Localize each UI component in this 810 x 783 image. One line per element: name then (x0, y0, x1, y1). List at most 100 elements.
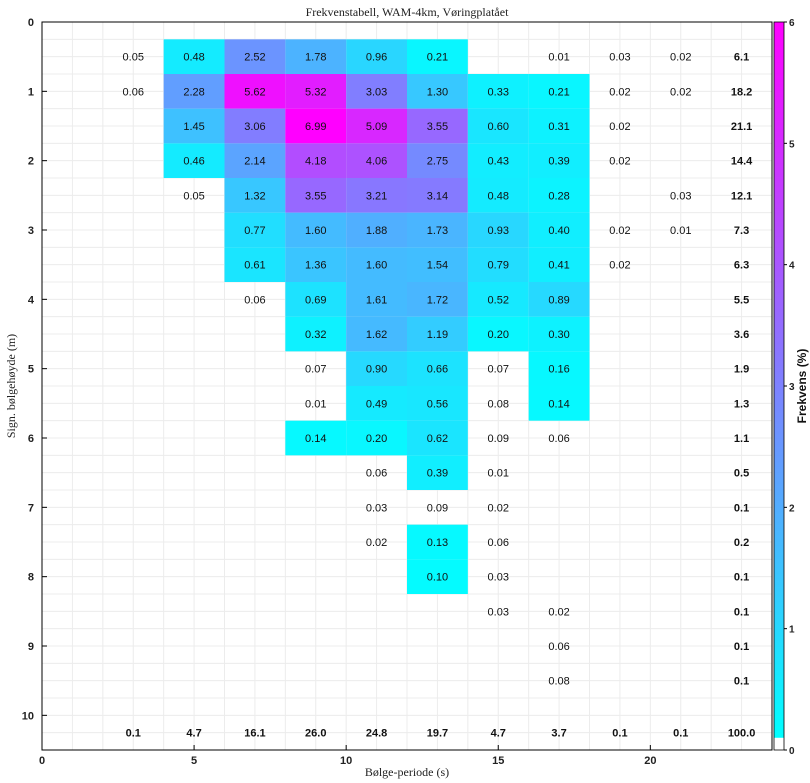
cell-value-label: 0.69 (305, 294, 326, 306)
cell-value-label: 3.21 (366, 190, 387, 202)
colorbar-tick-label: 5 (789, 139, 795, 150)
cell-value-label: 0.16 (548, 364, 569, 376)
heatmap-cell (528, 212, 590, 248)
cell-value-label: 0.02 (609, 225, 630, 237)
heatmap-cell (467, 108, 529, 144)
heatmap-cell (346, 212, 407, 248)
x-tick-label: 15 (492, 755, 504, 767)
grand-total-label: 100.0 (728, 728, 756, 740)
cell-value-label: 0.02 (670, 86, 691, 98)
y-tick-label: 1 (28, 86, 34, 98)
row-total-label: 18.2 (731, 86, 752, 98)
row-total-label: 0.5 (734, 468, 749, 480)
heatmap-cell (224, 247, 286, 282)
column-total-label: 16.1 (244, 728, 265, 740)
cell-value-label: 1.30 (427, 86, 448, 98)
cell-value-label: 2.52 (244, 52, 265, 64)
cell-value-label: 1.61 (366, 294, 387, 306)
cell-value-label: 0.03 (670, 190, 691, 202)
heatmap-cell (224, 108, 286, 144)
heatmap-cell (346, 178, 407, 213)
cell-value-label: 0.48 (183, 52, 204, 64)
cell-value-label: 0.02 (548, 606, 569, 618)
heatmap-cell (528, 74, 590, 109)
column-total-label: 26.0 (305, 728, 326, 740)
cell-value-label: 1.72 (427, 294, 448, 306)
heatmap-cell (163, 108, 225, 144)
cell-value-label: 0.05 (123, 52, 144, 64)
heatmap-cell (285, 108, 347, 144)
row-total-label: 6.1 (734, 52, 749, 64)
heatmap-cell (163, 39, 225, 74)
y-tick-label: 9 (28, 641, 34, 653)
row-total-label: 0.1 (734, 676, 749, 688)
column-total-label: 0.1 (673, 728, 688, 740)
totals: 6.1 18.2 21.1 14.4 12.1 7.3 6.3 5.5 3.6 1.9 1.3 1.1… (126, 52, 756, 740)
cell-value-label: 0.09 (488, 433, 509, 445)
cell-value-label: 0.05 (183, 190, 204, 202)
heatmap-cell (224, 212, 286, 248)
cell-value-label: 0.40 (548, 225, 569, 237)
heatmap-cell (346, 282, 407, 317)
cell-value-label: 0.39 (427, 468, 448, 480)
cell-value-label: 0.06 (548, 641, 569, 653)
heatmap-cell (285, 143, 347, 178)
row-total-label: 6.3 (734, 260, 749, 272)
cell-value-label: 0.93 (488, 225, 509, 237)
cell-value-label: 0.39 (548, 156, 569, 168)
x-tick-label: 20 (644, 755, 656, 767)
heatmap-cell (407, 524, 468, 560)
cell-value-label: 1.19 (427, 329, 448, 341)
cell-value-label: 0.14 (305, 433, 326, 445)
x-axis-label: Bølge-periode (s) (365, 765, 449, 779)
cell-value-label: 0.02 (609, 121, 630, 133)
heatmap-cell (407, 420, 468, 456)
cell-value-label: 0.02 (609, 86, 630, 98)
cell-value-label: 0.21 (548, 86, 569, 98)
heatmap-cell (467, 316, 529, 352)
cell-value-label: 1.78 (305, 52, 326, 64)
y-axis-label: Sign. bølgehøyde (m) (4, 334, 18, 438)
row-total-label: 7.3 (734, 225, 749, 237)
cell-value-label: 0.43 (488, 156, 509, 168)
heatmap-cell (407, 108, 468, 144)
heatmap-cell (285, 178, 347, 213)
cell-value-label: 4.18 (305, 156, 326, 168)
y-tick-label: 4 (28, 294, 35, 306)
cell-value-label: 0.52 (488, 294, 509, 306)
colorbar-tick-label: 4 (789, 261, 795, 272)
y-tick-label: 5 (28, 364, 34, 376)
cell-value-label: 1.60 (305, 225, 326, 237)
cell-value-label: 0.14 (548, 398, 569, 410)
cell-value-label: 0.32 (305, 329, 326, 341)
cell-value-label: 0.60 (488, 121, 509, 133)
cell-value-label: 5.09 (366, 121, 387, 133)
colorbar-tick-label: 0 (789, 746, 795, 757)
heatmap-cell (285, 212, 347, 248)
heatmap-cell (407, 178, 468, 213)
colorbar: 0 1 2 3 4 5 6 (773, 18, 795, 757)
cell-value-label: 0.06 (488, 537, 509, 549)
cell-value-label: 0.31 (548, 121, 569, 133)
column-total-label: 19.7 (427, 728, 448, 740)
heatmap-cell (407, 74, 468, 109)
heatmap-cell (346, 316, 407, 352)
heatmap-cell (528, 386, 590, 421)
cell-labels: 0.05 0.48 2.52 1.78 0.96 0.21 0.01 0.03 0.02 0.06… (123, 52, 692, 688)
row-total-label: 0.1 (734, 502, 749, 514)
row-total-label: 0.1 (734, 641, 749, 653)
cell-value-label: 1.54 (427, 260, 448, 272)
column-total-label: 3.7 (551, 728, 566, 740)
plot-frame (41, 21, 773, 751)
heatmap-cell (467, 282, 529, 317)
cell-value-label: 0.89 (548, 294, 569, 306)
cell-value-label: 0.03 (609, 52, 630, 64)
heatmap-cell (346, 351, 407, 386)
colorbar-zero-band (774, 737, 784, 750)
row-total-label: 1.9 (734, 364, 749, 376)
heatmap-cell (528, 143, 590, 178)
chart-title: Frekvenstabell, WAM-4km, Vøringplatået (306, 5, 510, 19)
row-total-label: 3.6 (734, 329, 749, 341)
x-tick-label: 5 (191, 755, 197, 767)
cell-value-label: 0.02 (609, 260, 630, 272)
